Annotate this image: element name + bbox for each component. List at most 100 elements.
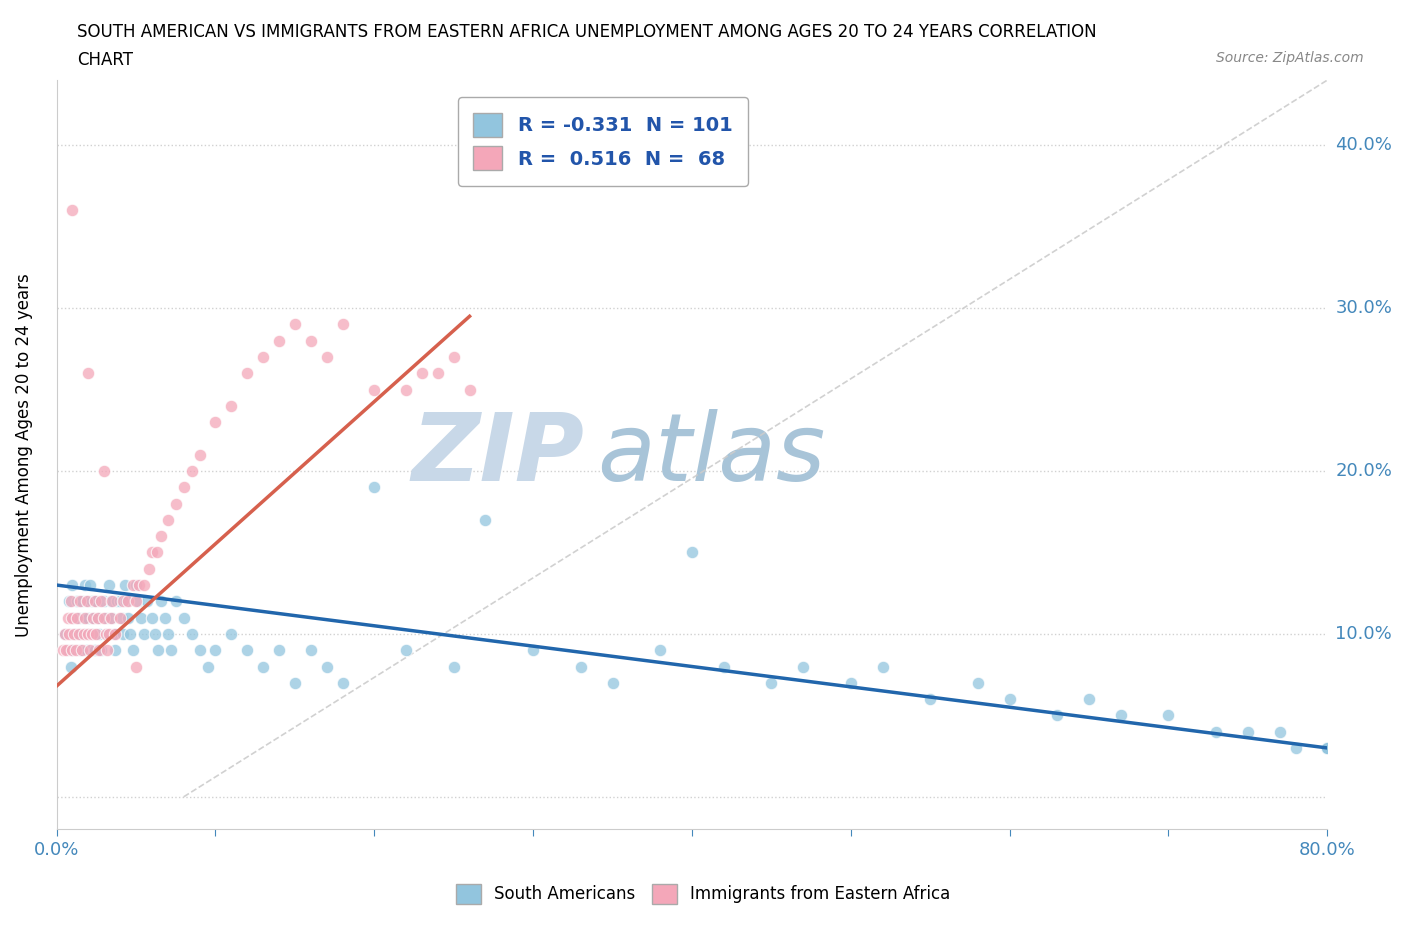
Point: [114, 578, 136, 592]
Legend: R = -0.331  N = 101, R =  0.516  N =  68: R = -0.331 N = 101, R = 0.516 N = 68: [458, 98, 748, 186]
Text: Source: ZipAtlas.com: Source: ZipAtlas.com: [1216, 51, 1364, 65]
Point: [52, 643, 75, 658]
Point: [82, 610, 104, 625]
Point: [1078, 692, 1101, 707]
Point: [70, 643, 93, 658]
Point: [111, 610, 134, 625]
Point: [65, 643, 87, 658]
Point: [58, 594, 80, 609]
Point: [62, 643, 84, 658]
Point: [75, 627, 97, 642]
Point: [129, 610, 152, 625]
Point: [125, 578, 148, 592]
Point: [104, 643, 127, 658]
Point: [332, 317, 354, 332]
Point: [62, 610, 84, 625]
Point: [1316, 740, 1339, 755]
Text: 40.0%: 40.0%: [1336, 137, 1392, 154]
Point: [1316, 740, 1339, 755]
Point: [121, 578, 143, 592]
Point: [299, 333, 322, 348]
Text: CHART: CHART: [77, 51, 134, 69]
Point: [284, 675, 307, 690]
Point: [156, 627, 179, 642]
Point: [998, 692, 1021, 707]
Point: [221, 398, 243, 413]
Point: [127, 594, 149, 609]
Point: [82, 610, 104, 625]
Point: [69, 594, 91, 609]
Point: [56, 643, 79, 658]
Point: [80, 627, 103, 642]
Point: [69, 627, 91, 642]
Point: [138, 562, 160, 577]
Point: [839, 675, 862, 690]
Point: [143, 627, 166, 642]
Point: [53, 627, 76, 642]
Text: 10.0%: 10.0%: [1336, 625, 1392, 643]
Point: [522, 643, 544, 658]
Point: [1268, 724, 1291, 739]
Legend: South Americans, Immigrants from Eastern Africa: South Americans, Immigrants from Eastern…: [449, 877, 957, 910]
Point: [83, 594, 105, 609]
Point: [66, 594, 89, 609]
Point: [87, 610, 110, 625]
Point: [132, 627, 155, 642]
Point: [82, 627, 104, 642]
Point: [77, 610, 100, 625]
Point: [173, 480, 195, 495]
Point: [86, 594, 108, 609]
Point: [77, 627, 100, 642]
Point: [90, 643, 112, 658]
Point: [93, 594, 115, 609]
Point: [108, 594, 131, 609]
Point: [1205, 724, 1227, 739]
Point: [67, 610, 90, 625]
Point: [55, 643, 77, 658]
Point: [117, 594, 139, 609]
Point: [93, 610, 115, 625]
Point: [98, 627, 121, 642]
Point: [395, 643, 418, 658]
Point: [395, 382, 418, 397]
Point: [363, 382, 385, 397]
Point: [67, 627, 90, 642]
Point: [602, 675, 624, 690]
Point: [103, 627, 125, 642]
Text: SOUTH AMERICAN VS IMMIGRANTS FROM EASTERN AFRICA UNEMPLOYMENT AMONG AGES 20 TO 2: SOUTH AMERICAN VS IMMIGRANTS FROM EASTER…: [77, 23, 1097, 41]
Point: [108, 610, 131, 625]
Point: [66, 610, 89, 625]
Point: [284, 317, 307, 332]
Point: [1284, 740, 1306, 755]
Point: [79, 578, 101, 592]
Point: [58, 627, 80, 642]
Point: [101, 594, 124, 609]
Point: [117, 610, 139, 625]
Point: [121, 643, 143, 658]
Point: [1316, 740, 1339, 755]
Point: [62, 627, 84, 642]
Point: [474, 512, 496, 527]
Point: [204, 643, 226, 658]
Point: [1109, 708, 1132, 723]
Point: [150, 529, 173, 544]
Point: [160, 643, 183, 658]
Point: [252, 350, 274, 365]
Point: [128, 578, 150, 592]
Point: [426, 365, 449, 380]
Point: [75, 610, 97, 625]
Point: [156, 512, 179, 527]
Point: [100, 610, 122, 625]
Point: [70, 594, 93, 609]
Point: [411, 365, 433, 380]
Point: [221, 627, 243, 642]
Point: [148, 643, 170, 658]
Point: [94, 610, 117, 625]
Point: [112, 594, 135, 609]
Point: [1237, 724, 1260, 739]
Point: [59, 594, 82, 609]
Point: [79, 643, 101, 658]
Point: [90, 594, 112, 609]
Point: [115, 594, 138, 609]
Point: [96, 627, 118, 642]
